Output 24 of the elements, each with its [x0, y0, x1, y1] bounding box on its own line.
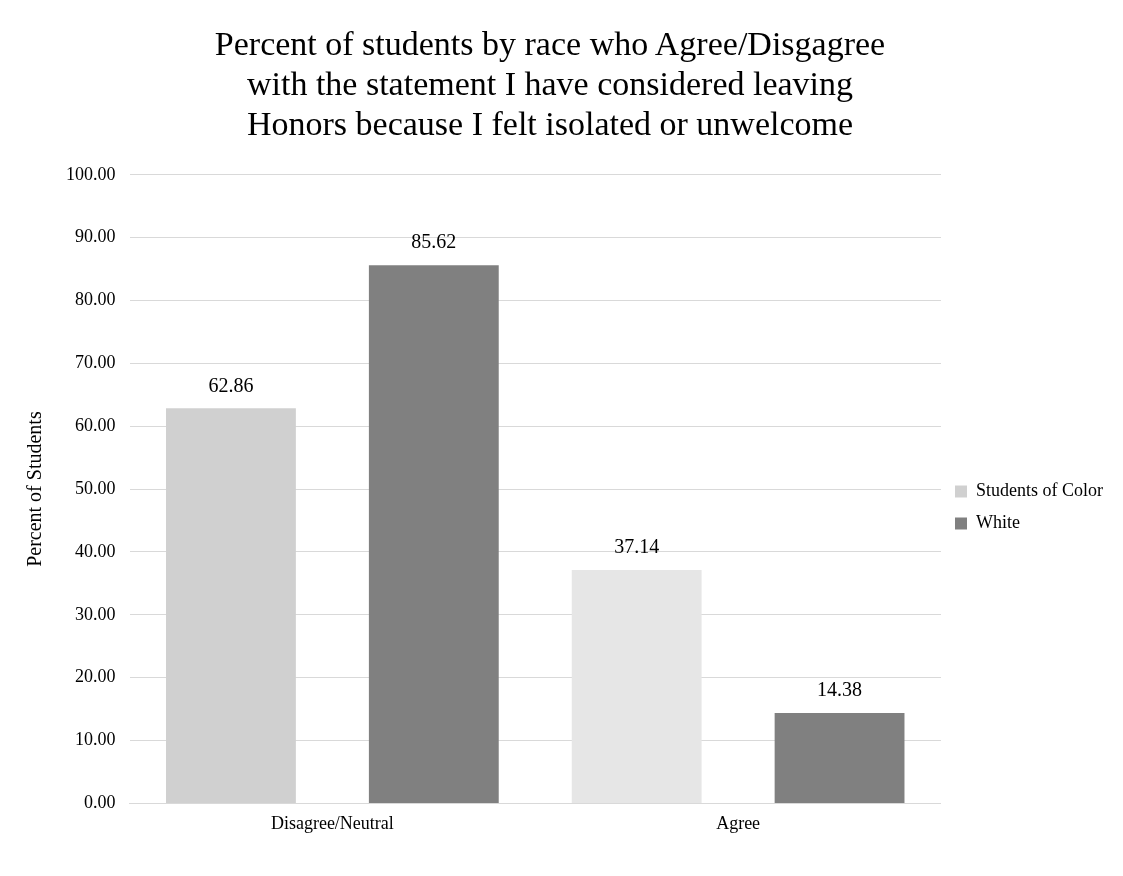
legend-label: White — [976, 512, 1020, 533]
y-tick-label: 0.00 — [84, 792, 116, 813]
y-tick-label: 80.00 — [75, 289, 116, 310]
data-label: 85.62 — [411, 230, 457, 253]
data-label: 14.38 — [817, 678, 863, 701]
legend-label: Students of Color — [976, 480, 1104, 501]
bar — [368, 265, 499, 803]
x-tick-label: Agree — [716, 812, 761, 833]
data-label: 62.86 — [208, 373, 254, 396]
y-tick-label: 10.00 — [75, 729, 116, 750]
y-tick-label: 50.00 — [75, 477, 116, 498]
y-tick-label: 60.00 — [75, 414, 116, 435]
bar — [774, 713, 905, 803]
data-label: 37.14 — [614, 535, 660, 558]
y-tick-label: 70.00 — [75, 352, 116, 373]
y-tick-label: 100.00 — [66, 163, 116, 184]
bar — [571, 569, 702, 803]
y-tick-label: 20.00 — [75, 666, 116, 687]
chart-title: Percent of students by race who Agree/Disgagree with the statement I have considered leaving Honors because I felt isolated or unwelcome — [213, 24, 887, 144]
x-tick-label: Disagree/Neutral — [270, 812, 394, 833]
y-tick-label: 30.00 — [75, 603, 116, 624]
y-tick-label: 90.00 — [75, 226, 116, 247]
y-tick-label: 40.00 — [75, 540, 116, 561]
y-axis-title: Percent of Students — [23, 411, 46, 567]
